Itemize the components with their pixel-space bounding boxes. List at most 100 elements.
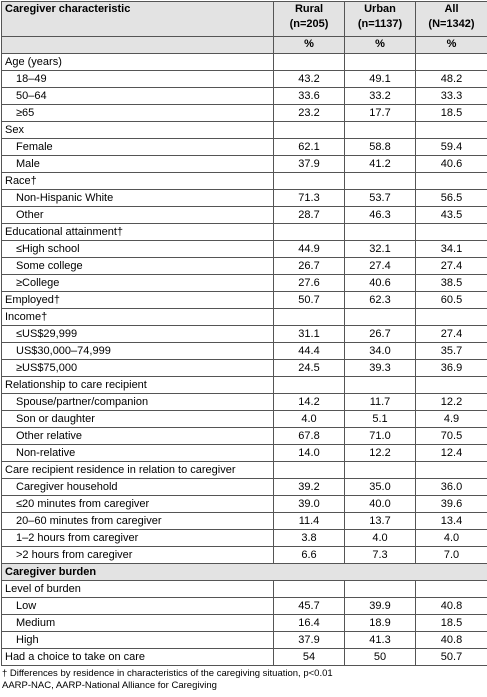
section-heading: Caregiver burden	[2, 564, 487, 581]
empty-cell	[345, 581, 416, 598]
empty-cell	[274, 122, 345, 139]
column-header: All(N=1342)	[416, 2, 487, 37]
table-row: Educational attainment†	[2, 224, 487, 241]
column-name: Urban	[348, 2, 412, 17]
section-heading-row: Caregiver burden	[2, 564, 487, 581]
row-label: Race†	[2, 173, 274, 190]
row-value: 7.3	[345, 547, 416, 564]
row-value: 41.2	[345, 156, 416, 173]
row-label: Male	[2, 156, 274, 173]
row-label: ≥US$75,000	[2, 360, 274, 377]
row-value: 18.9	[345, 615, 416, 632]
row-label: 18–49	[2, 71, 274, 88]
row-value: 71.3	[274, 190, 345, 207]
row-value: 12.2	[345, 445, 416, 462]
row-value: 39.2	[274, 479, 345, 496]
row-value: 44.4	[274, 343, 345, 360]
footnotes: † Differences by residence in characteri…	[0, 666, 487, 692]
row-label: >2 hours from caregiver	[2, 547, 274, 564]
column-header: Rural(n=205)	[274, 2, 345, 37]
row-value: 50.7	[416, 649, 487, 666]
row-value: 36.0	[416, 479, 487, 496]
row-value: 67.8	[274, 428, 345, 445]
row-value: 4.0	[416, 530, 487, 547]
row-value: 11.4	[274, 513, 345, 530]
table-row: Income†	[2, 309, 487, 326]
row-value: 48.2	[416, 71, 487, 88]
empty-cell	[345, 173, 416, 190]
row-label: US$30,000–74,999	[2, 343, 274, 360]
row-value: 5.1	[345, 411, 416, 428]
row-label: Educational attainment†	[2, 224, 274, 241]
row-label: Care recipient residence in relation to …	[2, 462, 274, 479]
empty-cell	[416, 224, 487, 241]
row-value: 14.2	[274, 394, 345, 411]
table-row: Age (years)	[2, 54, 487, 71]
row-value: 11.7	[345, 394, 416, 411]
column-n: (n=205)	[277, 17, 341, 32]
empty-cell	[274, 377, 345, 394]
empty-cell	[416, 54, 487, 71]
row-label: Sex	[2, 122, 274, 139]
row-value: 40.6	[345, 275, 416, 292]
empty-cell	[416, 173, 487, 190]
row-label: Some college	[2, 258, 274, 275]
row-value: 4.0	[345, 530, 416, 547]
empty-cell	[274, 224, 345, 241]
row-value: 33.2	[345, 88, 416, 105]
row-value: 27.4	[416, 326, 487, 343]
row-label: 20–60 minutes from caregiver	[2, 513, 274, 530]
row-value: 49.1	[345, 71, 416, 88]
empty-cell	[345, 54, 416, 71]
row-label: High	[2, 632, 274, 649]
row-label: 1–2 hours from caregiver	[2, 530, 274, 547]
row-value: 14.0	[274, 445, 345, 462]
row-value: 24.5	[274, 360, 345, 377]
row-label: Other relative	[2, 428, 274, 445]
row-label: Employed†	[2, 292, 274, 309]
row-value: 3.8	[274, 530, 345, 547]
row-value: 70.5	[416, 428, 487, 445]
row-label: Caregiver household	[2, 479, 274, 496]
row-value: 28.7	[274, 207, 345, 224]
unit-row: %%%	[2, 37, 487, 54]
empty-cell	[345, 309, 416, 326]
row-value: 27.6	[274, 275, 345, 292]
row-value: 33.3	[416, 88, 487, 105]
row-label: Income†	[2, 309, 274, 326]
empty-cell	[345, 462, 416, 479]
table-row: Care recipient residence in relation to …	[2, 462, 487, 479]
row-value: 40.0	[345, 496, 416, 513]
row-value: 6.6	[274, 547, 345, 564]
column-n: (N=1342)	[419, 17, 484, 32]
row-value: 39.3	[345, 360, 416, 377]
row-value: 45.7	[274, 598, 345, 615]
row-value: 23.2	[274, 105, 345, 122]
row-value: 40.6	[416, 156, 487, 173]
row-value: 60.5	[416, 292, 487, 309]
empty-cell	[416, 581, 487, 598]
row-value: 27.4	[416, 258, 487, 275]
row-value: 54	[274, 649, 345, 666]
